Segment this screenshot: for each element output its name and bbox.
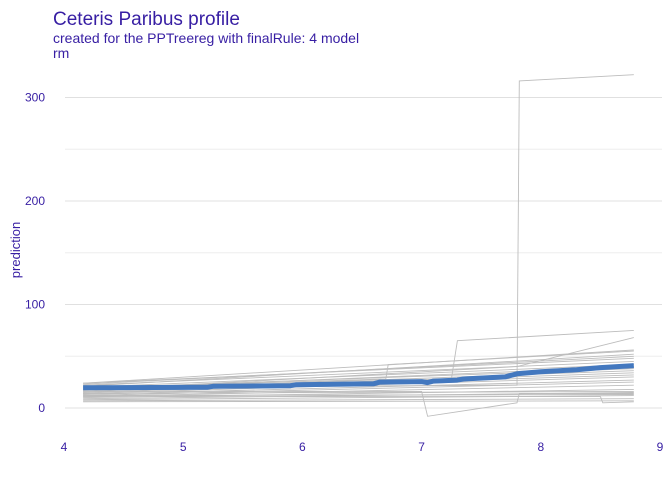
observation-profile-line — [83, 360, 634, 386]
chart-title: Ceteris Paribus profile — [53, 9, 240, 30]
y-axis-label: prediction — [8, 222, 23, 278]
aggregated-profile-line — [83, 363, 634, 391]
chart-subtitle: created for the PPTreereg with finalRule… — [53, 30, 359, 46]
observation-profile-line — [83, 384, 634, 398]
observation-profile-line — [83, 390, 634, 394]
y-tick-label: 200 — [25, 194, 45, 208]
observation-profile-line — [83, 400, 634, 403]
observation-profile-line — [83, 392, 634, 400]
grid — [65, 97, 662, 409]
observation-profile-line — [83, 355, 634, 385]
observation-profile-line — [83, 74, 634, 388]
x-tick-label: 5 — [180, 440, 187, 454]
y-axis-ticks: 0 100 200 300 — [25, 91, 45, 416]
chart-variable-name: rm — [53, 45, 69, 61]
observation-profile-line — [83, 349, 634, 384]
x-tick-label: 8 — [537, 440, 544, 454]
x-tick-label: 6 — [299, 440, 306, 454]
y-tick-label: 100 — [25, 298, 45, 312]
x-tick-label: 9 — [657, 440, 664, 454]
observation-profile-line — [83, 379, 634, 395]
observation-profile-line — [83, 396, 634, 404]
x-tick-label: 4 — [61, 440, 68, 454]
observation-profile-line — [83, 398, 634, 402]
observation-profile-line — [83, 357, 634, 384]
y-tick-label: 300 — [25, 91, 45, 105]
plot-area — [83, 74, 634, 417]
y-tick-label: 0 — [38, 401, 45, 415]
observation-profile-line — [83, 394, 634, 397]
x-axis-ticks: 4 5 6 7 8 9 — [61, 440, 664, 454]
observation-profile-line — [83, 364, 634, 388]
x-tick-label: 7 — [418, 440, 425, 454]
